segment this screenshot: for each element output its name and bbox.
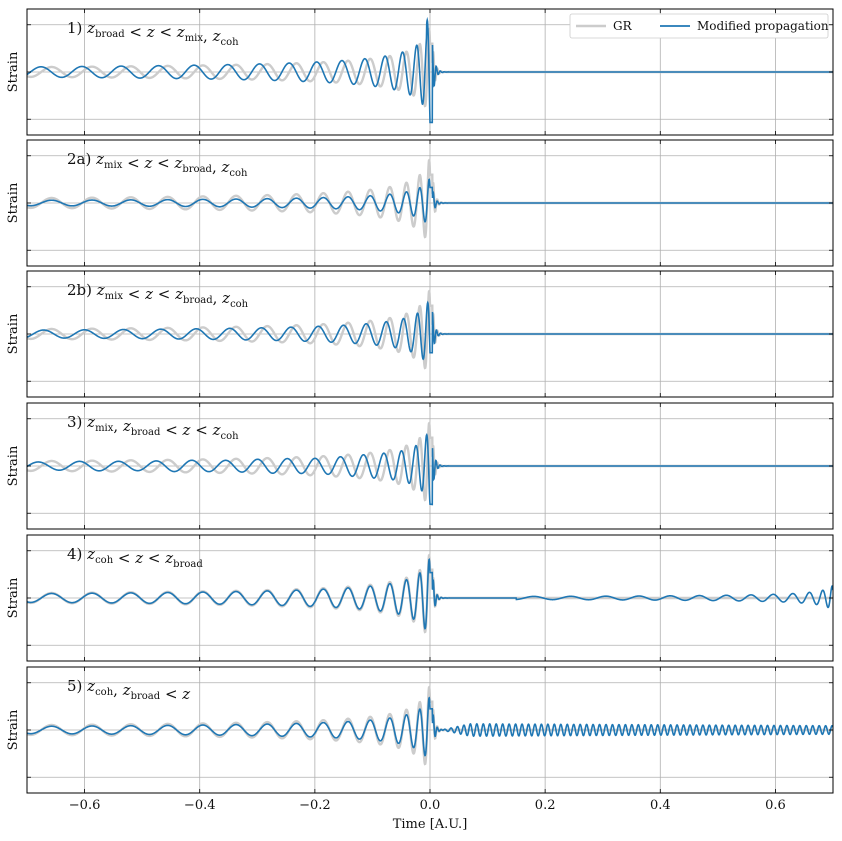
panel-4: Strain 3) zmix, zbroad < z < zcoh [6,402,834,530]
panel-2: Strain 2a) zmix < z < zbroad, zcoh [6,139,834,267]
panel-label: 5) zcoh, zbroad < z [67,677,190,703]
x-tick-label: −0.6 [69,798,101,813]
series-modified-propagation [27,300,833,361]
x-tick-label: −0.2 [299,798,331,813]
x-axis-label: Time [A.U.] [393,817,468,832]
x-tick-label: 0.4 [650,798,671,813]
panel-label: 2a) zmix < z < zbroad, zcoh [67,150,248,179]
y-axis-label: Strain [6,313,21,354]
legend: GR Modified propagation [569,13,829,39]
series-modified-propagation [27,178,833,223]
x-tick-label: 0.0 [420,798,441,813]
panel-label: 1) zbroad < z < zmix, zcoh [67,19,239,48]
y-axis-label: Strain [6,51,21,92]
y-axis-label: Strain [6,445,21,486]
panel-label: 3) zmix, zbroad < z < zcoh [67,413,239,442]
legend-label-modified: Modified propagation [697,19,829,33]
legend-label-gr: GR [613,19,633,33]
series-modified-propagation [27,557,833,630]
y-axis-label: Strain [6,577,21,618]
panel-5: Strain 4) zcoh < z < zbroad [6,534,834,662]
x-tick-label: −0.4 [184,798,216,813]
y-axis-label: Strain [6,709,21,750]
panel-6: Strain 5) zcoh, zbroad < z [6,666,834,794]
x-tick-label: 0.6 [765,798,786,813]
x-tick-label: 0.2 [535,798,556,813]
panel-label: 4) zcoh < z < zbroad [67,545,203,570]
series-modified-propagation [27,16,833,124]
panel-label: 2b) zmix < z < zbroad, zcoh [67,281,249,310]
y-axis-label: Strain [6,182,21,223]
series-modified-propagation [27,696,833,757]
panel-3: Strain 2b) zmix < z < zbroad, zcoh [6,270,834,398]
series-modified-propagation [27,433,833,506]
panel-1: Strain 1) zbroad < z < zmix, zcoh GR Modifi… [6,8,834,136]
